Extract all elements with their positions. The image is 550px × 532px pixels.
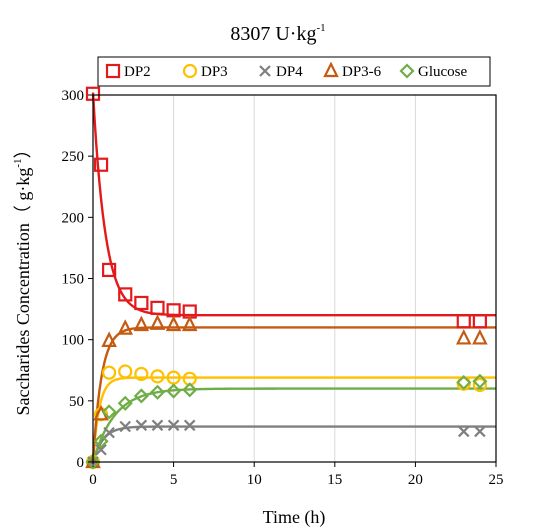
marker-dp3 [134,366,149,382]
marker-dp3-6 [181,315,198,332]
marker-dp3 [150,369,165,384]
legend-label-dp3: DP3 [201,64,228,80]
plot-frame [92,94,497,463]
fit-curves [91,92,496,463]
legend: DP2 DP3 DP4 DP3-6 Glucose [97,56,491,87]
marker-glucose [117,395,133,411]
marker-dp2 [472,314,487,329]
marker-dp4 [151,419,164,432]
marker-dp2 [150,300,165,315]
legend-marker-dp2 [105,63,121,79]
y-axis-title: Saccharides Concentration（ g·kg-1） [12,140,33,415]
data-markers [85,86,488,470]
marker-dp2 [134,295,149,311]
legend-marker-dp3 [182,63,198,79]
x-tick-label: 20 [408,472,423,488]
marker-glucose [472,373,488,389]
x-tick-label: 25 [489,472,504,488]
legend-marker-dp3-6 [323,61,339,78]
legend-label-dp4: DP4 [276,64,303,80]
marker-dp2 [118,287,133,302]
grid [173,95,416,462]
marker-glucose [101,404,117,420]
marker-glucose [456,374,472,391]
marker-dp4 [119,420,132,433]
legend-label-dp3-6: DP3-6 [342,64,382,80]
marker-dp4 [95,443,107,456]
legend-label-dp2: DP2 [124,64,151,80]
fit-line-dp4 [91,425,496,463]
marker-dp4 [135,419,148,432]
x-axis-title: Time (h) [263,507,326,528]
marker-glucose [149,384,166,400]
marker-glucose [133,388,149,404]
x-tick-label: 0 [89,472,97,488]
fit-line-dp3 [91,376,496,463]
marker-dp3-6 [165,315,182,332]
y-tick-label: 300 [62,88,85,104]
marker-dp2 [456,314,471,329]
marker-dp4 [103,426,115,439]
y-tick-label: 50 [69,394,84,410]
marker-dp3-6 [101,331,117,347]
y-tick-label: 0 [77,455,85,471]
marker-dp3-6 [133,315,150,332]
legend-marker-dp4 [259,65,271,77]
marker-dp3 [472,377,487,393]
legend-box [97,56,491,87]
marker-glucose [93,433,109,449]
marker-dp4 [457,425,470,438]
y-tick-label: 150 [62,272,85,288]
x-axis-ticks: 0 5 10 15 20 25 [89,462,504,488]
chart-title: 8307 U·kg-1 [230,22,325,45]
fit-line-dp2 [91,92,496,317]
marker-dp4 [474,425,486,438]
x-tick-label: 15 [327,472,342,488]
marker-dp3 [102,365,117,380]
marker-dp3-6 [455,328,472,345]
y-tick-label: 200 [62,210,85,226]
marker-dp3-6 [472,328,488,345]
marker-glucose [85,454,101,470]
x-tick-label: 10 [247,472,262,488]
marker-dp4 [183,419,196,432]
fit-line-dp3-6 [91,326,496,463]
marker-glucose [182,382,198,398]
marker-dp4 [167,419,180,432]
legend-label-glucose: Glucose [418,64,467,80]
fit-line-glucose [91,387,496,463]
x-tick-label: 5 [170,472,178,488]
marker-dp3 [118,364,133,379]
marker-dp3-6 [149,314,166,330]
y-tick-label: 250 [62,149,85,165]
marker-glucose [166,383,182,399]
marker-dp2 [102,262,117,278]
marker-dp2 [93,157,109,172]
y-tick-label: 100 [62,333,85,349]
y-axis-ticks: 0 50 100 150 200 250 300 [62,88,93,471]
legend-marker-glucose [399,63,415,79]
marker-dp3-6 [117,319,134,335]
